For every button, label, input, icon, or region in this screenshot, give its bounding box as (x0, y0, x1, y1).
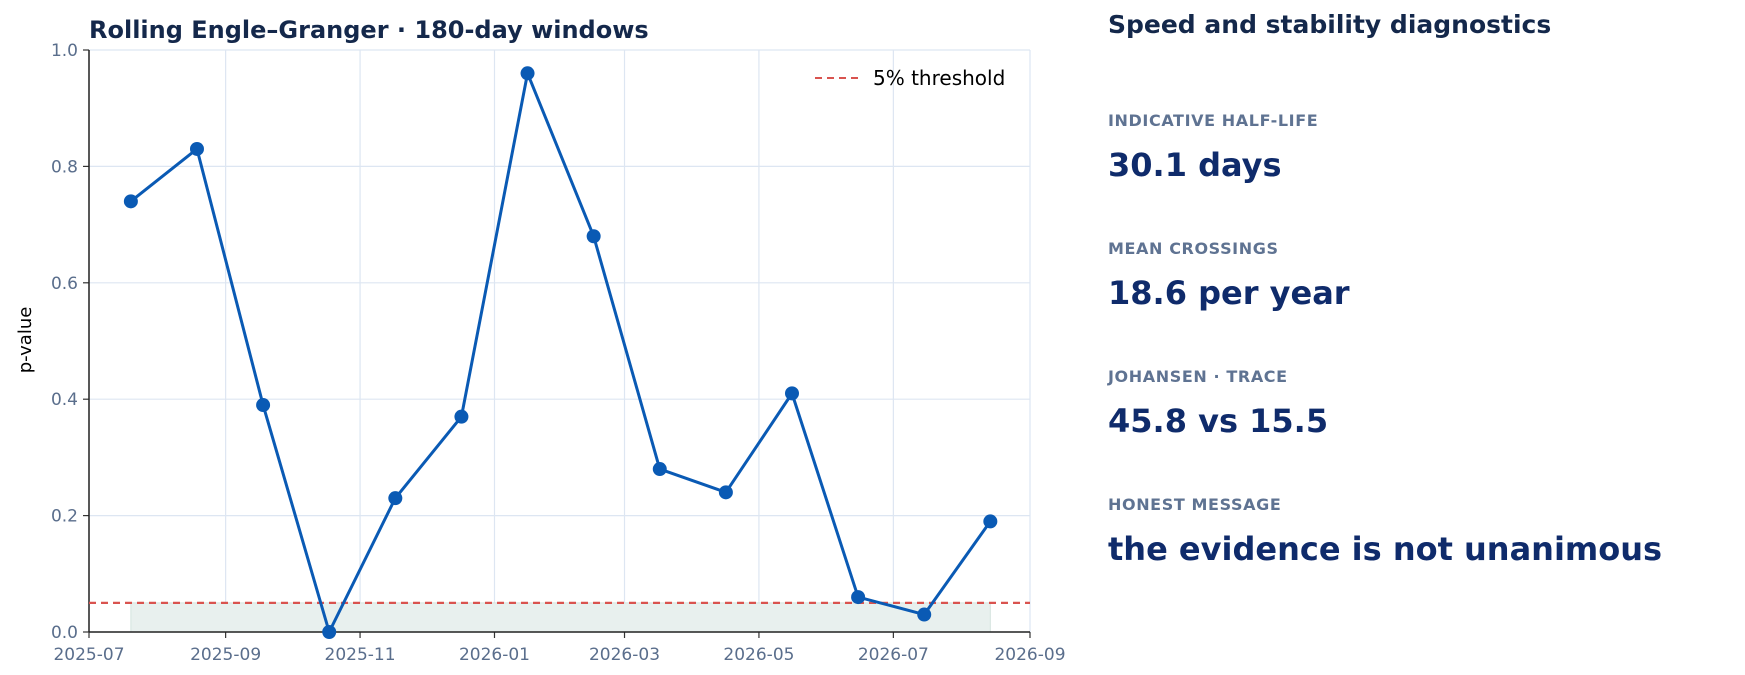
series-line (129, 71, 992, 634)
data-point (917, 607, 932, 622)
metric-label-half-life: INDICATIVE HALF-LIFE (1108, 111, 1319, 130)
panel-title: Speed and stability diagnostics (1108, 10, 1552, 39)
data-point (586, 229, 601, 244)
metric-value-mean-crossings: 18.6 per year (1108, 274, 1350, 312)
metric-value-honest-message: the evidence is not unanimous (1108, 530, 1663, 568)
metric-label-johansen-trace: JOHANSEN · TRACE (1108, 367, 1288, 386)
data-point (388, 491, 403, 506)
metric-value-half-life: 30.1 days (1108, 146, 1282, 184)
x-tick-label: 2025-11 (325, 645, 396, 665)
shaded-band (130, 602, 991, 633)
data-point (652, 462, 667, 477)
y-tick-label: 0.2 (51, 507, 78, 527)
y-tick-label: 0.6 (51, 274, 78, 294)
data-point (983, 514, 998, 529)
data-point (256, 398, 271, 413)
x-tick-label: 2026-05 (723, 645, 794, 665)
metric-value-johansen-trace: 45.8 vs 15.5 (1108, 402, 1329, 440)
x-tick-label: 2025-09 (190, 645, 261, 665)
x-tick-label: 2026-01 (459, 645, 530, 665)
data-point (520, 66, 535, 81)
data-point (851, 590, 866, 605)
y-tick-label: 0.4 (51, 390, 78, 410)
y-axis-label: p-value (15, 307, 36, 374)
data-point (189, 141, 204, 156)
data-point (718, 485, 733, 500)
below-threshold-band (130, 602, 991, 633)
x-tick-label: 2026-09 (994, 645, 1065, 665)
metric-label-honest-message: HONEST MESSAGE (1108, 495, 1282, 514)
x-tick-label: 2026-07 (858, 645, 929, 665)
data-point (454, 409, 469, 424)
legend-threshold-label: 5% threshold (873, 66, 1005, 90)
data-point (322, 625, 337, 639)
data-point (123, 194, 138, 209)
x-tick-label: 2026-03 (589, 645, 660, 665)
chart-title: Rolling Engle–Granger · 180-day windows (89, 16, 649, 44)
y-tick-label: 1.0 (51, 41, 78, 61)
data-point (784, 386, 799, 401)
y-tick-label: 0.0 (51, 623, 78, 643)
x-tick-label: 2025-07 (53, 645, 124, 665)
metric-label-mean-crossings: MEAN CROSSINGS (1108, 239, 1279, 258)
y-tick-label: 0.8 (51, 157, 78, 177)
series (123, 66, 998, 639)
axes: 0.0 0.2 0.4 0.6 0.8 1.0 2025-07 2025-09 2025-11 2… (51, 41, 1066, 665)
grid (88, 49, 1031, 633)
legend: 5% threshold (815, 66, 1005, 90)
